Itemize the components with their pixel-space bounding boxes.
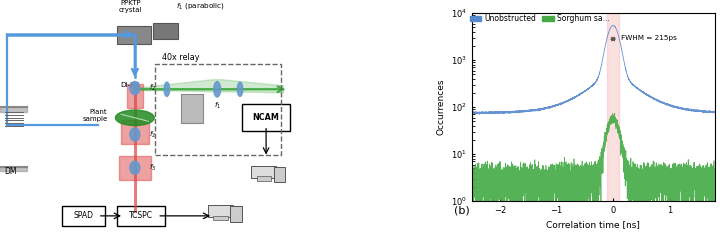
Ellipse shape <box>130 82 140 94</box>
Text: DM: DM <box>4 167 17 176</box>
Polygon shape <box>119 156 151 180</box>
Text: FWHM = 215ps: FWHM = 215ps <box>621 35 678 41</box>
FancyBboxPatch shape <box>213 216 228 220</box>
Text: NCAM: NCAM <box>253 113 279 122</box>
FancyBboxPatch shape <box>274 167 285 182</box>
Ellipse shape <box>238 82 243 96</box>
FancyBboxPatch shape <box>230 206 242 222</box>
Text: Di-BS: Di-BS <box>120 82 140 88</box>
Ellipse shape <box>130 161 140 174</box>
FancyBboxPatch shape <box>117 206 165 226</box>
Text: $f_1$ (parabolic): $f_1$ (parabolic) <box>176 1 225 11</box>
FancyBboxPatch shape <box>62 206 105 226</box>
Ellipse shape <box>164 82 170 96</box>
FancyBboxPatch shape <box>256 176 271 181</box>
FancyBboxPatch shape <box>181 94 204 123</box>
FancyBboxPatch shape <box>243 104 290 131</box>
X-axis label: Correlation time [ns]: Correlation time [ns] <box>546 221 640 229</box>
Text: $f_2$: $f_2$ <box>148 129 156 139</box>
Text: PPKTP
crystal: PPKTP crystal <box>119 0 142 13</box>
Legend: Unobstructed, Sorghum sa...: Unobstructed, Sorghum sa... <box>467 11 613 26</box>
Text: (b): (b) <box>454 206 469 216</box>
Text: $f_3$: $f_3$ <box>148 163 156 173</box>
Polygon shape <box>121 120 148 144</box>
Polygon shape <box>0 167 27 171</box>
Polygon shape <box>137 80 284 93</box>
Ellipse shape <box>214 81 220 97</box>
Bar <box>607 13 619 201</box>
FancyBboxPatch shape <box>208 205 233 217</box>
Ellipse shape <box>130 128 140 141</box>
FancyBboxPatch shape <box>117 26 151 44</box>
Text: $f_2$: $f_2$ <box>148 83 156 93</box>
Text: Plant
sample: Plant sample <box>82 109 107 122</box>
Y-axis label: Occurrences: Occurrences <box>436 79 445 135</box>
FancyBboxPatch shape <box>251 166 276 178</box>
Bar <box>156 64 282 155</box>
Polygon shape <box>0 107 27 112</box>
Polygon shape <box>127 84 143 108</box>
Text: SPAD: SPAD <box>73 211 94 220</box>
Text: 40x relay: 40x relay <box>162 53 199 62</box>
Text: $f_1$: $f_1$ <box>214 101 221 111</box>
FancyBboxPatch shape <box>153 23 179 39</box>
Text: TCSPC: TCSPC <box>129 211 153 220</box>
Ellipse shape <box>115 110 154 126</box>
